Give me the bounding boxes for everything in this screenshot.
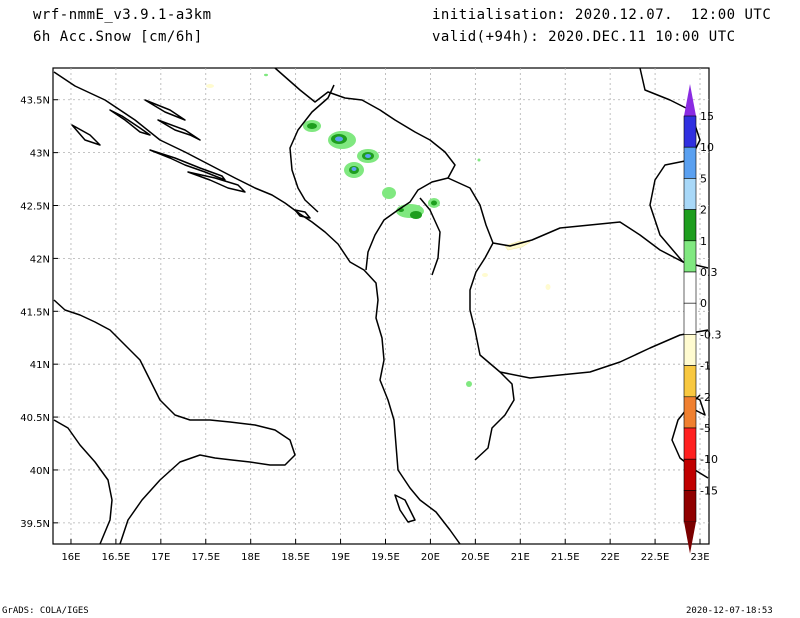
map-frame [52, 67, 710, 545]
colorbar-label: 10 [700, 141, 714, 154]
kosovo-border [447, 177, 709, 269]
melt-patch [482, 273, 488, 277]
colorbar-label: -0.3 [700, 328, 721, 341]
lon-tick-label: 17E [151, 552, 170, 563]
lon-tick-label: 19E [331, 552, 350, 563]
snow-patch [410, 211, 422, 219]
colorbar-label: -2 [700, 391, 711, 404]
colorbar-bin [683, 146, 697, 179]
colorbar: 15 10 5 2 1 0.3 0 -0.3 -1 -2 -5 -10 -15 [683, 84, 721, 554]
colorbar-label: -10 [700, 453, 718, 466]
snow-patch [264, 73, 268, 77]
corfu-island [394, 494, 416, 523]
colorbar-bin [683, 396, 697, 429]
lon-tick-label: 18.5E [281, 552, 310, 563]
lat-tick-label: 40N [30, 466, 50, 477]
island [187, 171, 246, 193]
snow-patch [477, 158, 481, 162]
init-time: initialisation: 2020.12.07. 12:00 UTC [432, 7, 772, 23]
adriatic-east-coast [53, 71, 461, 545]
montenegro-border [289, 84, 335, 213]
colorbar-bin [683, 302, 697, 335]
colorbar-top-arrow [684, 84, 696, 116]
italy-coast [53, 299, 296, 545]
island [149, 149, 226, 181]
lat-tick-label: 42N [30, 254, 50, 265]
lon-tick-labels: 16E 16.5E 17E 17.5E 18E 18.5E 19E 19.5E 20E 20.5E… [61, 539, 710, 563]
colorbar-bin [683, 334, 697, 366]
gridlines [53, 68, 709, 544]
snow-patch [307, 123, 317, 129]
colorbar-label: -5 [700, 422, 711, 435]
lat-tick-label: 39.5N [20, 519, 50, 530]
colorbar-bin [683, 427, 697, 460]
colorbar-bottom-arrow [684, 521, 696, 554]
colorbar-bin [683, 365, 697, 398]
lon-tick-label: 21.5E [551, 552, 580, 563]
snow-patch [365, 154, 371, 158]
colorbar-bin [683, 115, 697, 148]
snow-patch [382, 187, 396, 199]
variable-title: 6h Acc.Snow [cm/6h] [33, 29, 203, 45]
colorbar-label: -15 [700, 484, 718, 497]
island [71, 124, 101, 146]
snow-patch [335, 136, 343, 142]
snow-patch [351, 167, 357, 171]
lon-tick-label: 22E [601, 552, 620, 563]
lon-tick-label: 20.5E [461, 552, 490, 563]
lat-tick-label: 41N [30, 360, 50, 371]
colorbar-label: 5 [700, 172, 707, 185]
colorbar-label: 1 [700, 235, 707, 248]
lat-tick-label: 43N [30, 149, 50, 160]
island [294, 209, 311, 219]
albania-east-border [469, 242, 515, 461]
lon-tick-label: 16.5E [102, 552, 131, 563]
serbia-border [365, 177, 449, 271]
lon-tick-label: 19.5E [371, 552, 400, 563]
snow-areas [206, 73, 551, 387]
lon-tick-label: 23E [690, 552, 709, 563]
lat-tick-label: 42.5N [20, 202, 50, 213]
albania-interior [419, 197, 441, 276]
colorbar-label: 0 [700, 297, 707, 310]
island [109, 109, 151, 136]
macedonia-greece-border [499, 329, 709, 379]
colorbar-label: 15 [700, 110, 714, 123]
footer-left: GrADS: COLA/IGES [2, 606, 89, 616]
valid-time: valid(+94h): 2020.DEC.11 10:00 UTC [432, 29, 736, 45]
footer-right: 2020-12-07-18:53 [686, 606, 773, 616]
lat-tick-label: 41.5N [20, 307, 50, 318]
colorbar-label: 0.3 [700, 266, 718, 279]
lon-tick-label: 16E [61, 552, 80, 563]
lon-tick-label: 18E [241, 552, 260, 563]
lon-tick-label: 17.5E [191, 552, 220, 563]
lon-tick-label: 20E [421, 552, 440, 563]
melt-patch [545, 284, 551, 290]
lon-tick-label: 22.5E [641, 552, 670, 563]
colorbar-label: 2 [700, 204, 707, 217]
lat-tick-label: 43.5N [20, 96, 50, 107]
colorbar-bin [683, 209, 697, 242]
colorbar-label: -1 [700, 360, 711, 373]
lat-tick-labels: 43.5N 43N 42.5N 42N 41.5N 41N 40.5N 40N 39.5N [20, 96, 58, 530]
colorbar-bin [683, 490, 697, 522]
colorbar-bin [683, 178, 697, 210]
melt-patch [206, 84, 214, 88]
island [144, 99, 186, 121]
model-title: wrf-nmmE_v3.9.1-a3km [33, 7, 212, 23]
colorbar-bin [683, 240, 697, 273]
snow-patch [431, 200, 437, 206]
island [157, 119, 201, 141]
colorbar-bin [683, 458, 697, 491]
snow-patch [466, 381, 472, 387]
croatia-border [274, 67, 456, 179]
melt-patch [504, 240, 531, 251]
italy-coast-west [53, 419, 113, 545]
lat-tick-label: 40.5N [20, 413, 50, 424]
lon-tick-label: 21E [511, 552, 530, 563]
colorbar-bin [683, 271, 697, 304]
